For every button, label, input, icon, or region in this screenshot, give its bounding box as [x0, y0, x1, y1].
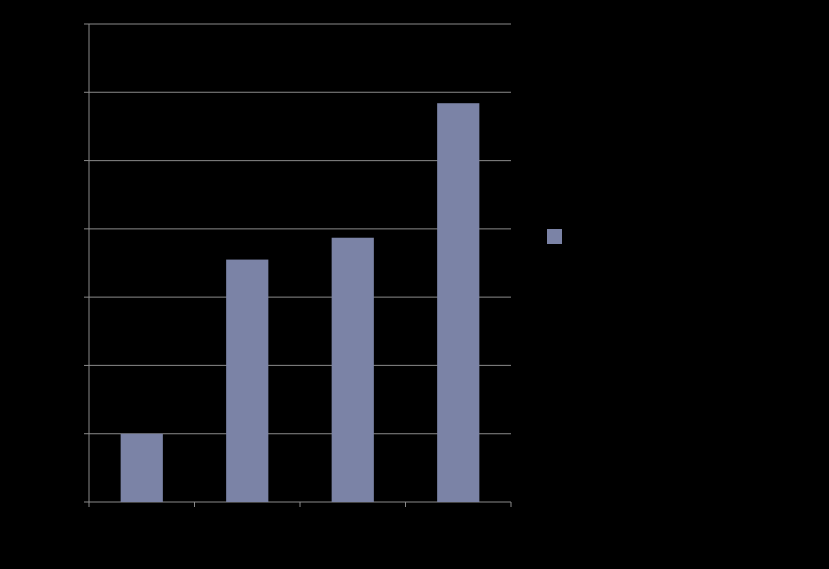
y-tick-label: 1	[72, 426, 79, 440]
y-tick-label: 5	[72, 153, 79, 167]
y-tick-label: 7	[72, 16, 79, 30]
y-tick-label: 6	[72, 84, 79, 98]
bar	[226, 259, 269, 502]
y-tick-label: 2	[72, 358, 79, 372]
bar	[120, 433, 163, 502]
legend-swatch	[547, 229, 562, 244]
y-tick-label: 3	[72, 289, 79, 303]
y-tick-label: 4	[72, 221, 79, 235]
bar	[437, 103, 480, 502]
bar	[331, 237, 374, 502]
y-tick-label: 0	[72, 494, 79, 508]
